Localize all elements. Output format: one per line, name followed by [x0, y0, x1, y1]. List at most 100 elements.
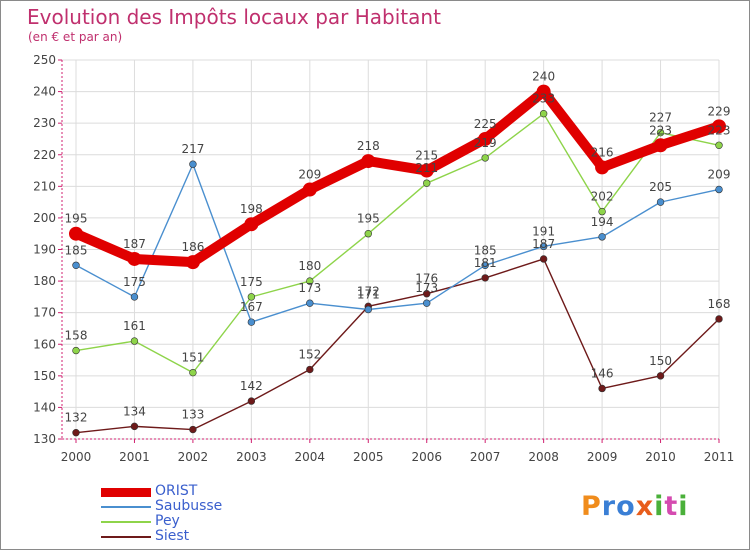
- data-label: 134: [123, 404, 146, 418]
- data-point: [72, 346, 80, 355]
- data-point: [306, 277, 314, 285]
- data-label: 176: [415, 272, 438, 286]
- data-label: 173: [415, 281, 438, 295]
- data-label: 209: [708, 167, 731, 181]
- proxiti-logo: Proxiti: [581, 491, 689, 522]
- legend-label-pey: Pey: [155, 513, 180, 529]
- data-point: [189, 160, 197, 168]
- data-label: 180: [298, 259, 321, 273]
- data-label: 172: [357, 284, 380, 298]
- data-label: 202: [591, 190, 614, 204]
- data-label: 205: [649, 180, 672, 194]
- data-label: 240: [532, 70, 555, 84]
- data-label: 167: [240, 300, 263, 314]
- legend-label-saubusse: Saubusse: [155, 498, 223, 514]
- legend-swatch-pey: [101, 521, 151, 523]
- data-point: [130, 293, 139, 301]
- data-label: 227: [649, 111, 672, 125]
- data-point: [536, 84, 551, 99]
- data-label: 133: [181, 408, 204, 422]
- data-label: 191: [532, 224, 555, 238]
- data-point: [244, 217, 259, 232]
- legend-label-orist: ORIST: [155, 483, 198, 499]
- data-point: [185, 255, 200, 270]
- data-label: 168: [708, 297, 731, 311]
- data-point: [656, 128, 665, 137]
- data-label: 194: [591, 215, 614, 229]
- data-point: [598, 207, 606, 216]
- data-label: 219: [474, 136, 497, 150]
- chart-title: Evolution des Impôts locaux par Habitant: [27, 5, 441, 29]
- y-tick-label: 160: [33, 337, 56, 351]
- data-label: 146: [591, 366, 614, 380]
- data-point: [419, 163, 434, 178]
- chart-subtitle: (en € et par an): [28, 30, 123, 44]
- data-label: 233: [532, 92, 555, 106]
- data-point: [364, 305, 372, 314]
- data-label: 142: [240, 379, 263, 393]
- data-point: [715, 141, 723, 149]
- data-label: 185: [65, 243, 88, 257]
- data-label: 223: [649, 123, 672, 137]
- x-tick-label: 2001: [119, 450, 150, 464]
- x-tick-label: 2004: [295, 450, 326, 464]
- data-label: 195: [357, 212, 380, 226]
- x-tick-label: 2003: [236, 450, 267, 464]
- x-tick-label: 2002: [178, 450, 209, 464]
- data-point: [423, 290, 431, 298]
- x-tick-label: 2010: [645, 450, 676, 464]
- y-tick-label: 220: [33, 148, 56, 162]
- data-point: [481, 261, 489, 269]
- y-tick-label: 180: [33, 274, 56, 288]
- legend-swatch-orist: [101, 487, 151, 497]
- data-label: 211: [415, 161, 438, 175]
- data-point: [481, 274, 489, 282]
- data-point: [302, 182, 317, 197]
- data-point: [189, 425, 197, 434]
- data-point: [595, 160, 610, 175]
- data-label: 229: [708, 104, 731, 118]
- data-label: 198: [240, 202, 263, 216]
- data-point: [247, 318, 256, 326]
- data-label: 223: [708, 123, 731, 137]
- y-tick-label: 250: [33, 53, 56, 67]
- data-label: 150: [649, 354, 672, 368]
- data-label: 152: [298, 348, 321, 362]
- data-label: 173: [298, 281, 321, 295]
- data-point: [539, 255, 548, 263]
- data-point: [72, 261, 80, 269]
- data-label: 187: [123, 237, 146, 251]
- data-point: [72, 428, 80, 437]
- data-label: 216: [591, 145, 614, 159]
- data-label: 218: [357, 139, 380, 153]
- data-point: [69, 226, 83, 241]
- x-tick-label: 2007: [470, 450, 501, 464]
- data-point: [715, 315, 723, 323]
- data-label: 132: [65, 411, 88, 425]
- series-line-siest: [75, 258, 720, 434]
- data-point: [306, 365, 314, 374]
- data-point: [189, 368, 197, 377]
- logo-letter: x: [635, 491, 655, 522]
- legend-swatch-saubusse: [101, 506, 151, 508]
- y-tick-label: 200: [33, 211, 56, 225]
- data-point: [598, 233, 606, 241]
- data-label: 186: [181, 240, 204, 254]
- data-point: [247, 293, 256, 301]
- x-tick-label: 2008: [528, 450, 559, 464]
- data-label: 175: [123, 275, 146, 289]
- logo-letter: t: [664, 491, 679, 522]
- data-point: [539, 242, 548, 251]
- data-point: [361, 154, 376, 169]
- data-label: 185: [474, 243, 497, 257]
- data-point: [423, 299, 431, 307]
- x-tick-label: 2011: [704, 450, 735, 464]
- series-line-pey: [75, 112, 720, 374]
- y-tick-label: 190: [33, 243, 56, 257]
- data-label: 171: [357, 288, 380, 302]
- data-point: [656, 198, 665, 206]
- data-point: [130, 422, 139, 431]
- logo-letter: i: [678, 491, 689, 522]
